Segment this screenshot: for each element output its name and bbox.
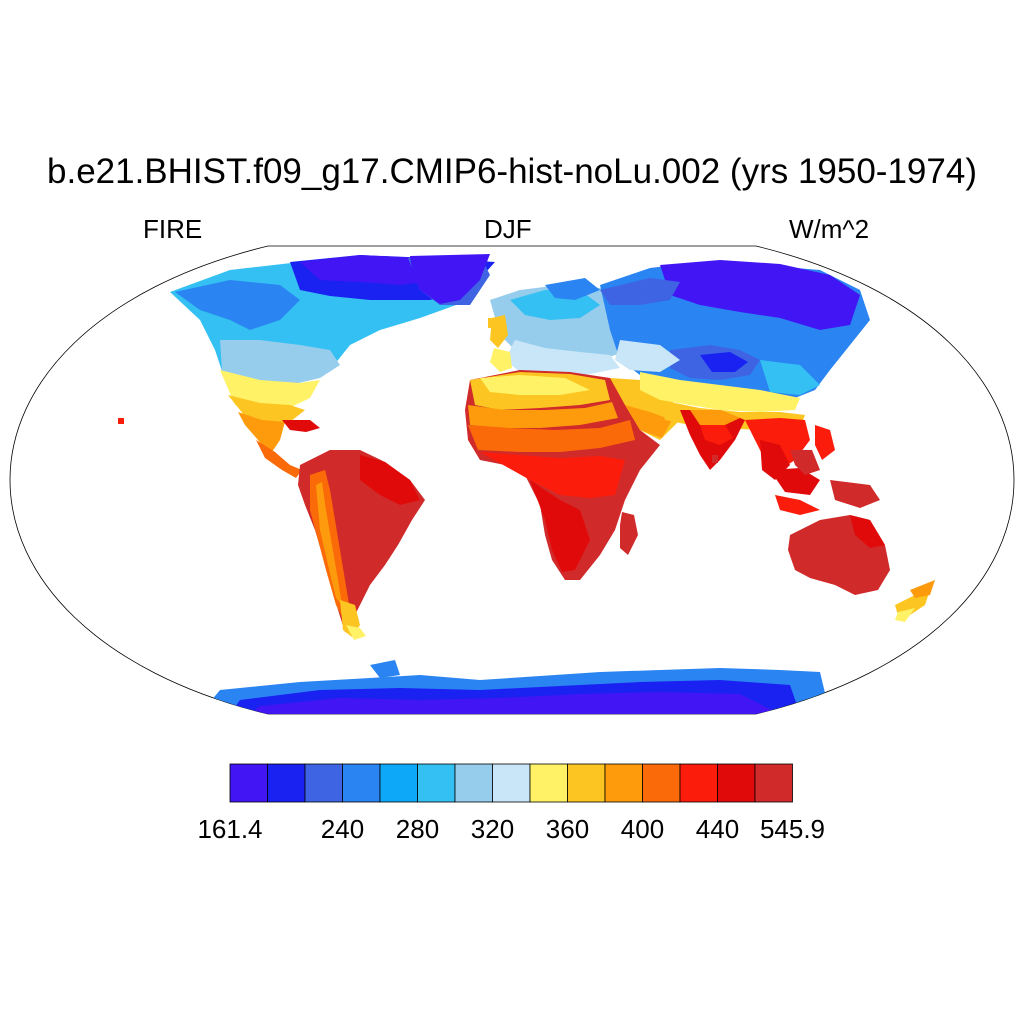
season-label: DJF	[484, 214, 532, 244]
colorbar-swatch	[642, 763, 681, 803]
antarctica	[200, 660, 830, 714]
colorbar-swatch	[529, 763, 568, 803]
colorbar-tick-label: 360	[546, 814, 589, 844]
colorbar-swatch	[754, 763, 793, 803]
british-isles	[488, 318, 496, 328]
africa	[465, 370, 660, 580]
colorbar-tick-label: 440	[696, 814, 739, 844]
greenland	[410, 254, 490, 304]
colorbar-tick-label: 161.4	[197, 814, 262, 844]
colorbar-swatch	[304, 763, 343, 803]
colorbar-swatch	[379, 763, 418, 803]
colorbar-swatch	[229, 763, 268, 803]
colorbar-tick-label: 320	[471, 814, 514, 844]
colorbar-tick-label: 545.9	[760, 814, 825, 844]
colorbar-swatch	[342, 763, 381, 803]
variable-label: FIRE	[143, 214, 203, 244]
colorbar-swatch	[454, 763, 493, 803]
australia	[788, 515, 935, 622]
colorbar-swatch	[267, 763, 306, 803]
colorbar-tick-label: 400	[621, 814, 664, 844]
colorbar-swatch	[567, 763, 606, 803]
colorbar-tick-label: 240	[321, 814, 364, 844]
india-north	[690, 410, 740, 425]
hawaii-island	[118, 418, 124, 424]
colorbar-swatch	[679, 763, 718, 803]
india-central	[700, 425, 733, 445]
colorbar-swatch	[604, 763, 643, 803]
units-label: W/m^2	[789, 214, 870, 244]
sri-lanka	[712, 455, 718, 463]
south-america	[298, 450, 425, 640]
map-title: b.e21.BHIST.f09_g17.CMIP6-hist-noLu.002 …	[47, 152, 977, 191]
colorbar-swatch	[492, 763, 531, 803]
colorbar-swatch	[717, 763, 756, 803]
southeast-asia	[745, 418, 880, 515]
arabia-south	[625, 405, 672, 438]
colorbar-tick-label: 280	[396, 814, 439, 844]
colorbar-swatch	[417, 763, 456, 803]
